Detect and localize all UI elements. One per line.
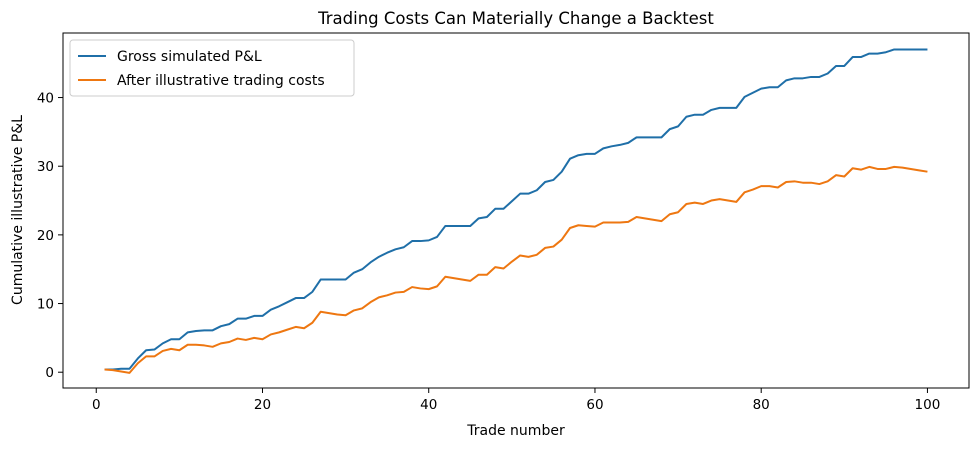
y-tick-label: 30 xyxy=(37,159,54,175)
chart-title: Trading Costs Can Materially Change a Ba… xyxy=(317,9,714,28)
y-axis-title: Cumulative illustrative P&L xyxy=(10,115,26,305)
x-axis-title: Trade number xyxy=(466,423,565,439)
x-tick-label: 0 xyxy=(92,397,101,413)
y-tick-label: 0 xyxy=(45,365,54,381)
series-layer xyxy=(104,48,928,374)
legend: Gross simulated P&L After illustrative t… xyxy=(69,39,355,97)
x-tick-label: 20 xyxy=(254,397,271,413)
series-line-gross xyxy=(104,48,928,371)
y-axis-ticks: 0 10 20 30 40 xyxy=(37,91,63,381)
x-axis-ticks: 0 20 40 60 80 100 xyxy=(92,388,940,413)
x-tick-label: 100 xyxy=(915,397,941,413)
x-tick-label: 60 xyxy=(586,397,603,413)
y-tick-label: 40 xyxy=(37,91,54,107)
legend-label-net: After illustrative trading costs xyxy=(117,73,325,89)
legend-label-gross: Gross simulated P&L xyxy=(117,49,262,65)
x-tick-label: 80 xyxy=(753,397,770,413)
y-tick-label: 20 xyxy=(37,228,54,244)
legend-box xyxy=(69,39,355,97)
series-line-net xyxy=(104,165,928,374)
plot-frame xyxy=(62,32,970,389)
y-tick-label: 10 xyxy=(37,297,54,313)
x-tick-label: 40 xyxy=(420,397,437,413)
